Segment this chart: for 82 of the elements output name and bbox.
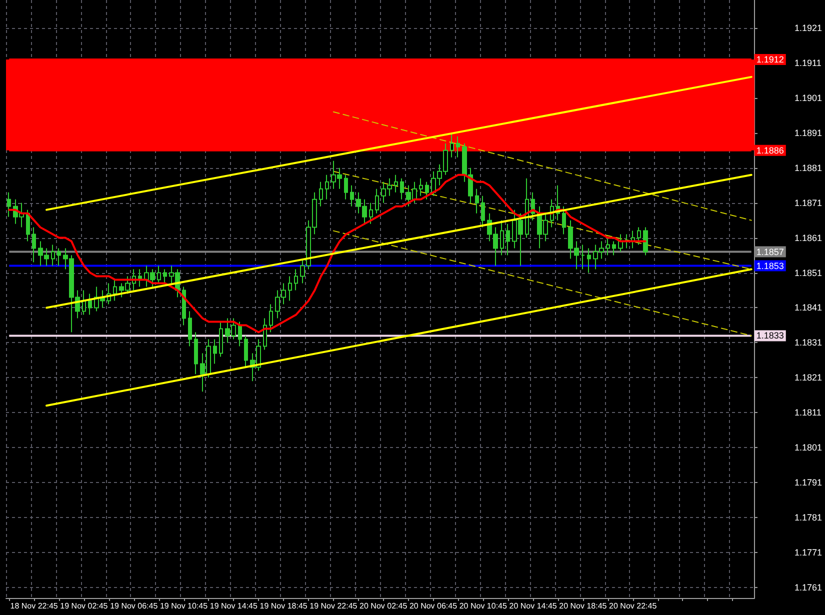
candlestick: [263, 318, 267, 350]
candlestick: [456, 136, 460, 158]
candlestick: [26, 209, 30, 242]
x-tick-label: 19 Nov 10:45: [160, 602, 208, 610]
y-tick-label: 1.1841: [794, 302, 822, 313]
candlestick: [612, 240, 616, 256]
candlestick: [400, 178, 404, 200]
x-tick-label: 19 Nov 22:45: [310, 602, 358, 610]
x-tick-label: 19 Nov 14:45: [210, 602, 258, 610]
x-tick-label: 18 Nov 22:45: [10, 602, 58, 610]
candlestick: [587, 248, 591, 274]
x-tick-label: 20 Nov 14:45: [509, 602, 558, 610]
candlestick: [394, 174, 398, 193]
candlestick: [57, 248, 61, 266]
ref-line-label: 1.1912: [756, 54, 784, 64]
candlestick: [475, 188, 479, 214]
candlestick: [500, 220, 504, 256]
candlestick: [82, 290, 86, 316]
candlestick: [369, 202, 373, 224]
candlestick: [562, 206, 566, 235]
y-tick-label: 1.1791: [794, 478, 822, 488]
candlestick: [269, 304, 273, 333]
y-tick-label: 1.1891: [794, 128, 822, 138]
candlestick: [7, 192, 11, 218]
line-series: [8, 174, 646, 334]
y-tick-label: 1.1761: [794, 582, 822, 593]
ref-line-label: 1.1833: [756, 330, 784, 341]
x-tick-label: 19 Nov 18:45: [260, 602, 308, 610]
x-tick-label: 20 Nov 02:45: [360, 602, 408, 610]
y-tick-label: 1.1881: [794, 162, 822, 173]
candlestick: [581, 244, 585, 270]
candlestick: [113, 279, 117, 302]
x-tick-label: 20 Nov 22:45: [609, 602, 658, 610]
candlestick: [618, 234, 623, 252]
candlestick: [419, 178, 423, 196]
candlestick: [163, 268, 167, 284]
y-tick-label: 1.1901: [794, 92, 822, 103]
x-tick-label: 20 Nov 06:45: [409, 602, 458, 610]
y-tick-label: 1.1911: [794, 58, 822, 68]
x-tick-label: 19 Nov 02:45: [60, 602, 108, 610]
candlestick: [525, 178, 529, 238]
y-tick-label: 1.1771: [794, 548, 822, 558]
candlestick: [450, 132, 454, 158]
candlestick: [244, 335, 248, 368]
candlestick: [344, 174, 348, 200]
candlestick: [425, 181, 429, 200]
candlestick: [194, 332, 198, 375]
x-tick-label: 20 Nov 18:45: [559, 602, 608, 610]
candlestick: [319, 181, 323, 207]
y-tick-label: 1.1871: [794, 198, 822, 208]
candlestick: [213, 338, 217, 364]
y-tick-label: 1.1821: [794, 372, 822, 383]
y-tick-label: 1.1861: [794, 232, 822, 243]
candlestick: [481, 195, 485, 228]
candlestick: [294, 268, 298, 291]
ref-line-label: 1.1886: [756, 145, 784, 156]
candlestick: [51, 244, 55, 266]
candlestick: [238, 321, 242, 347]
candlestick: [606, 237, 610, 256]
y-tick-label: 1.1921: [794, 22, 822, 33]
ref-line-label: 1.1853: [756, 260, 784, 271]
candlestick: [188, 310, 192, 347]
y-tick-label: 1.1811: [794, 408, 822, 418]
ref-line-label: 1.1857: [756, 246, 784, 257]
candlestick: [88, 293, 92, 316]
y-tick-label: 1.1801: [794, 442, 822, 453]
candlestick: [288, 276, 292, 302]
candlestick: [350, 184, 354, 207]
candlestick: [637, 226, 641, 246]
x-tick-label: 19 Nov 06:45: [110, 602, 158, 610]
candlestick: [32, 226, 36, 263]
candlestick: [375, 188, 379, 214]
candlestick: [506, 223, 510, 256]
y-tick-label: 1.1851: [794, 268, 822, 278]
candlestick: [325, 174, 329, 200]
y-tick-label: 1.1831: [794, 338, 822, 348]
x-tick-label: 20 Nov 10:45: [459, 602, 508, 610]
candlestick: [182, 286, 186, 326]
candlestick: [157, 265, 161, 284]
candlestick: [643, 226, 648, 256]
candlestick: [219, 321, 223, 358]
y-tick-label: 1.1781: [794, 512, 822, 523]
